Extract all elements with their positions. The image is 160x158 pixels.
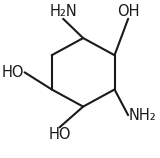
Text: HO: HO bbox=[48, 127, 71, 142]
Text: H₂N: H₂N bbox=[49, 4, 77, 19]
Text: NH₂: NH₂ bbox=[128, 108, 156, 123]
Text: HO: HO bbox=[2, 65, 25, 80]
Text: OH: OH bbox=[117, 4, 139, 19]
